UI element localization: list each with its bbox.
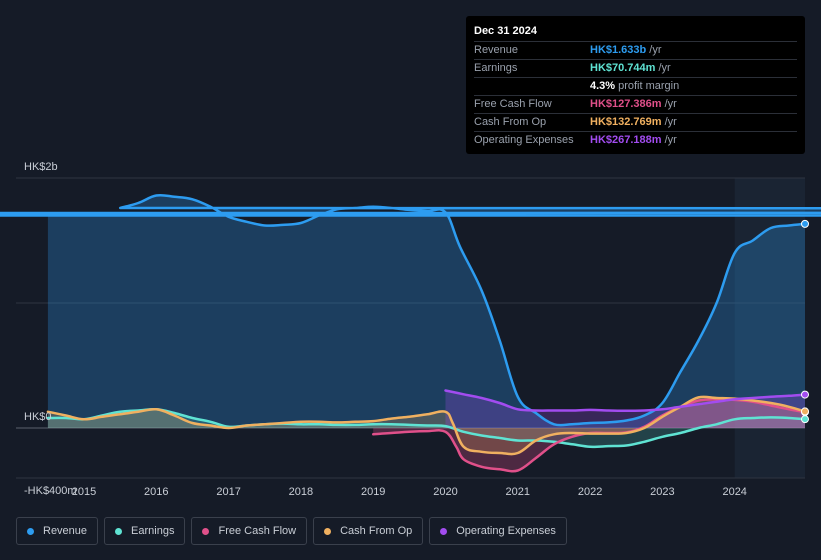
- tooltip-row-label: Free Cash Flow: [474, 98, 552, 110]
- tooltip-row-label: Revenue: [474, 44, 519, 56]
- tooltip-row: Revenue HK$1.633b/yr: [474, 41, 797, 59]
- legend-label: Earnings: [131, 525, 175, 537]
- legend-label: Revenue: [43, 525, 88, 537]
- tooltip-row-value: 4.3%: [590, 80, 616, 92]
- revenue-line: [0, 193, 821, 427]
- revenue-area: [0, 195, 821, 428]
- y-tick-label: HK$2b: [24, 161, 58, 173]
- legend: Revenue Earnings Free Cash Flow Cash From O…: [16, 517, 567, 545]
- x-tick-label: 2021: [506, 486, 530, 498]
- tooltip-row-value: HK$267.188m: [590, 134, 662, 146]
- tooltip-row-label: [474, 78, 590, 95]
- legend-dot-icon: [27, 527, 34, 535]
- legend-item-free-cash-flow[interactable]: Free Cash Flow: [191, 517, 308, 545]
- tooltip-row-unit: /yr: [664, 134, 677, 146]
- x-tick-label: 2024: [722, 486, 746, 498]
- tooltip-row-label: Cash From Op: [474, 116, 547, 128]
- x-tick-label: 2023: [650, 486, 674, 498]
- earnings-area: [47, 409, 805, 447]
- x-tick-label: 2015: [72, 486, 96, 498]
- tooltip: Dec 31 2024 Revenue HK$1.633b/yr Earnings H…: [466, 16, 805, 154]
- free-cash-flow-area: [373, 399, 805, 472]
- earnings-endpoint: [801, 415, 809, 424]
- legend-dot-icon: [440, 527, 448, 535]
- tooltip-row: Operating Expenses HK$267.188m/yr: [474, 131, 797, 149]
- legend-dot-icon: [324, 527, 332, 535]
- legend-label: Free Cash Flow: [218, 525, 297, 537]
- operating-expenses-line: [444, 389, 807, 413]
- y-tick-label: -HK$400m: [24, 485, 77, 497]
- cash-from-op-endpoint: [801, 407, 809, 416]
- tooltip-row: 4.3% profit margin: [474, 77, 797, 95]
- legend-dot-icon: [115, 527, 123, 535]
- tooltip-row-value: HK$70.744m: [590, 62, 656, 74]
- x-tick-label: 2022: [578, 486, 602, 498]
- operating-expenses-endpoint: [801, 390, 809, 399]
- x-tick-label: 2017: [216, 486, 240, 498]
- tooltip-row-value: HK$1.633b: [590, 44, 647, 56]
- tooltip-row-unit: /yr: [664, 116, 677, 128]
- tooltip-row-unit: /yr: [649, 44, 662, 56]
- legend-label: Cash From Op: [340, 525, 413, 537]
- legend-item-operating-expenses[interactable]: Operating Expenses: [429, 517, 567, 545]
- tooltip-row-label: Earnings: [474, 62, 518, 74]
- tooltip-row-value: HK$132.769m: [590, 116, 662, 128]
- x-tick-label: 2020: [433, 486, 457, 498]
- tooltip-row-unit: /yr: [664, 98, 677, 110]
- x-tick-label: 2018: [289, 486, 313, 498]
- legend-dot-icon: [202, 527, 210, 535]
- tooltip-row: Earnings HK$70.744m/yr: [474, 59, 797, 77]
- tooltip-row-unit: /yr: [658, 62, 671, 74]
- x-tick-label: 2016: [144, 486, 168, 498]
- tooltip-row: Free Cash Flow HK$127.386m/yr: [474, 95, 797, 113]
- y-tick-label: HK$0: [24, 411, 52, 423]
- tooltip-date: Dec 31 2024: [474, 25, 537, 37]
- tooltip-row: Cash From Op HK$132.769m/yr: [474, 113, 797, 131]
- tooltip-row-unit: profit margin: [618, 80, 680, 92]
- earnings-line: [46, 407, 807, 449]
- tooltip-row-label: Operating Expenses: [474, 134, 574, 146]
- legend-label: Operating Expenses: [456, 525, 556, 537]
- legend-item-cash-from-op[interactable]: Cash From Op: [313, 517, 424, 545]
- tooltip-row-value: HK$127.386m: [590, 98, 662, 110]
- revenue-endpoint: [801, 219, 809, 228]
- operating-expenses-area: [445, 390, 805, 428]
- legend-item-earnings[interactable]: Earnings: [104, 517, 186, 545]
- x-tick-label: 2019: [361, 486, 385, 498]
- legend-item-revenue[interactable]: Revenue: [16, 517, 99, 545]
